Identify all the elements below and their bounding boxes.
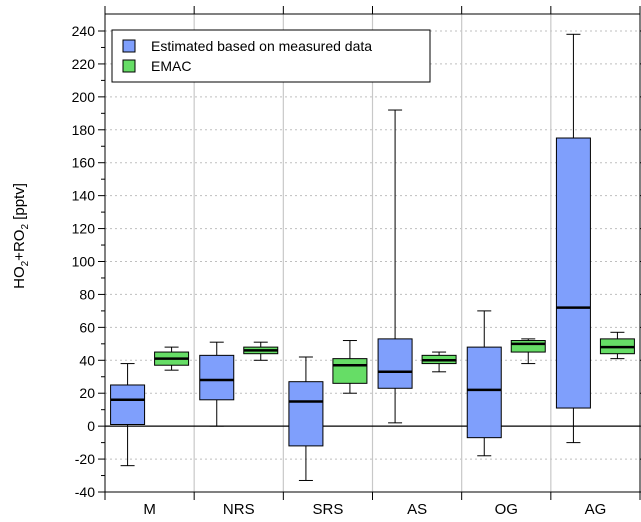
box-body — [556, 138, 590, 408]
y-tick-label: 60 — [79, 319, 95, 335]
x-tick-label-m: M — [143, 501, 156, 517]
y-label-mid: +RO — [11, 230, 28, 261]
box-body — [467, 347, 501, 438]
y-tick-label: -40 — [75, 484, 95, 500]
legend-swatch-estimated — [123, 40, 135, 52]
y-tick-label: 100 — [72, 254, 96, 270]
y-tick-label: 180 — [72, 122, 96, 138]
y-tick-label: 20 — [79, 385, 95, 401]
box-emac-srs — [333, 341, 367, 394]
box-estimated-as — [378, 110, 412, 423]
box-emac-ag — [600, 332, 634, 358]
legend-label-emac: EMAC — [151, 58, 191, 74]
box-estimated-nrs — [200, 342, 234, 426]
x-tick-label-srs: SRS — [312, 501, 343, 517]
box-body — [333, 359, 367, 384]
y-label-main: HO — [11, 266, 28, 289]
box-emac-nrs — [244, 342, 278, 360]
box-emac-m — [155, 347, 189, 370]
y-label-unit: [pptv] — [11, 183, 28, 224]
box-body — [111, 385, 145, 425]
box-estimated-m — [111, 364, 145, 466]
box-estimated-srs — [289, 357, 323, 480]
y-axis-label: HO2+RO2 [pptv] — [11, 183, 31, 289]
y-tick-label: 40 — [79, 352, 95, 368]
y-tick-label: 80 — [79, 286, 95, 302]
box-body — [378, 339, 412, 388]
box-body — [289, 382, 323, 446]
box-body — [511, 341, 545, 353]
box-emac-as — [422, 352, 456, 372]
y-tick-label: 0 — [87, 418, 95, 434]
y-tick-label: 140 — [72, 188, 96, 204]
y-tick-label: 240 — [72, 23, 96, 39]
y-tick-label: 160 — [72, 155, 96, 171]
x-tick-label-ag: AG — [585, 501, 607, 517]
box-estimated-og — [467, 311, 501, 456]
legend-swatch-emac — [123, 60, 135, 72]
box-estimated-ag — [556, 34, 590, 442]
y-tick-label: -20 — [75, 451, 95, 467]
legend: Estimated based on measured data EMAC — [112, 30, 430, 82]
x-tick-label-nrs: NRS — [223, 501, 255, 517]
x-tick-label-as: AS — [407, 501, 427, 517]
y-tick-label: 220 — [72, 56, 96, 72]
box-body — [200, 355, 234, 399]
x-tick-label-og: OG — [495, 501, 518, 517]
legend-label-estimated: Estimated based on measured data — [151, 38, 372, 54]
y-tick-label: 120 — [72, 221, 96, 237]
y-tick-label: 200 — [72, 89, 96, 105]
